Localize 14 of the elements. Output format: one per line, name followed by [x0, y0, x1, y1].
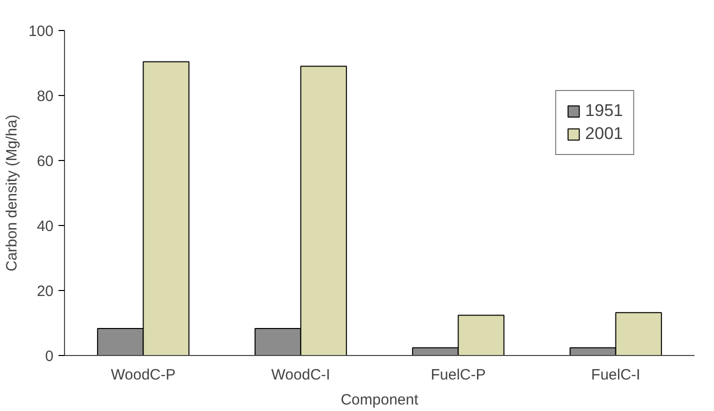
y-tick-label: 100: [28, 23, 54, 40]
x-tick-label: WoodC-I: [271, 366, 330, 384]
y-tick-label: 0: [45, 348, 54, 365]
legend-label: 2001: [585, 124, 623, 144]
y-tick-label: 60: [36, 153, 54, 170]
y-tick-label: 80: [36, 88, 54, 105]
y-tick-label: 20: [36, 283, 54, 300]
x-axis-title: Component: [340, 392, 420, 408]
x-tick-label: FuelC-P: [430, 366, 486, 384]
y-tick-label: 40: [36, 218, 54, 235]
x-tick-label: FuelC-I: [591, 366, 640, 384]
y-axis-title: Carbon density (Mg/ha): [3, 114, 20, 272]
legend-label: 1951: [585, 101, 623, 121]
x-tick-label: WoodC-P: [110, 366, 176, 384]
